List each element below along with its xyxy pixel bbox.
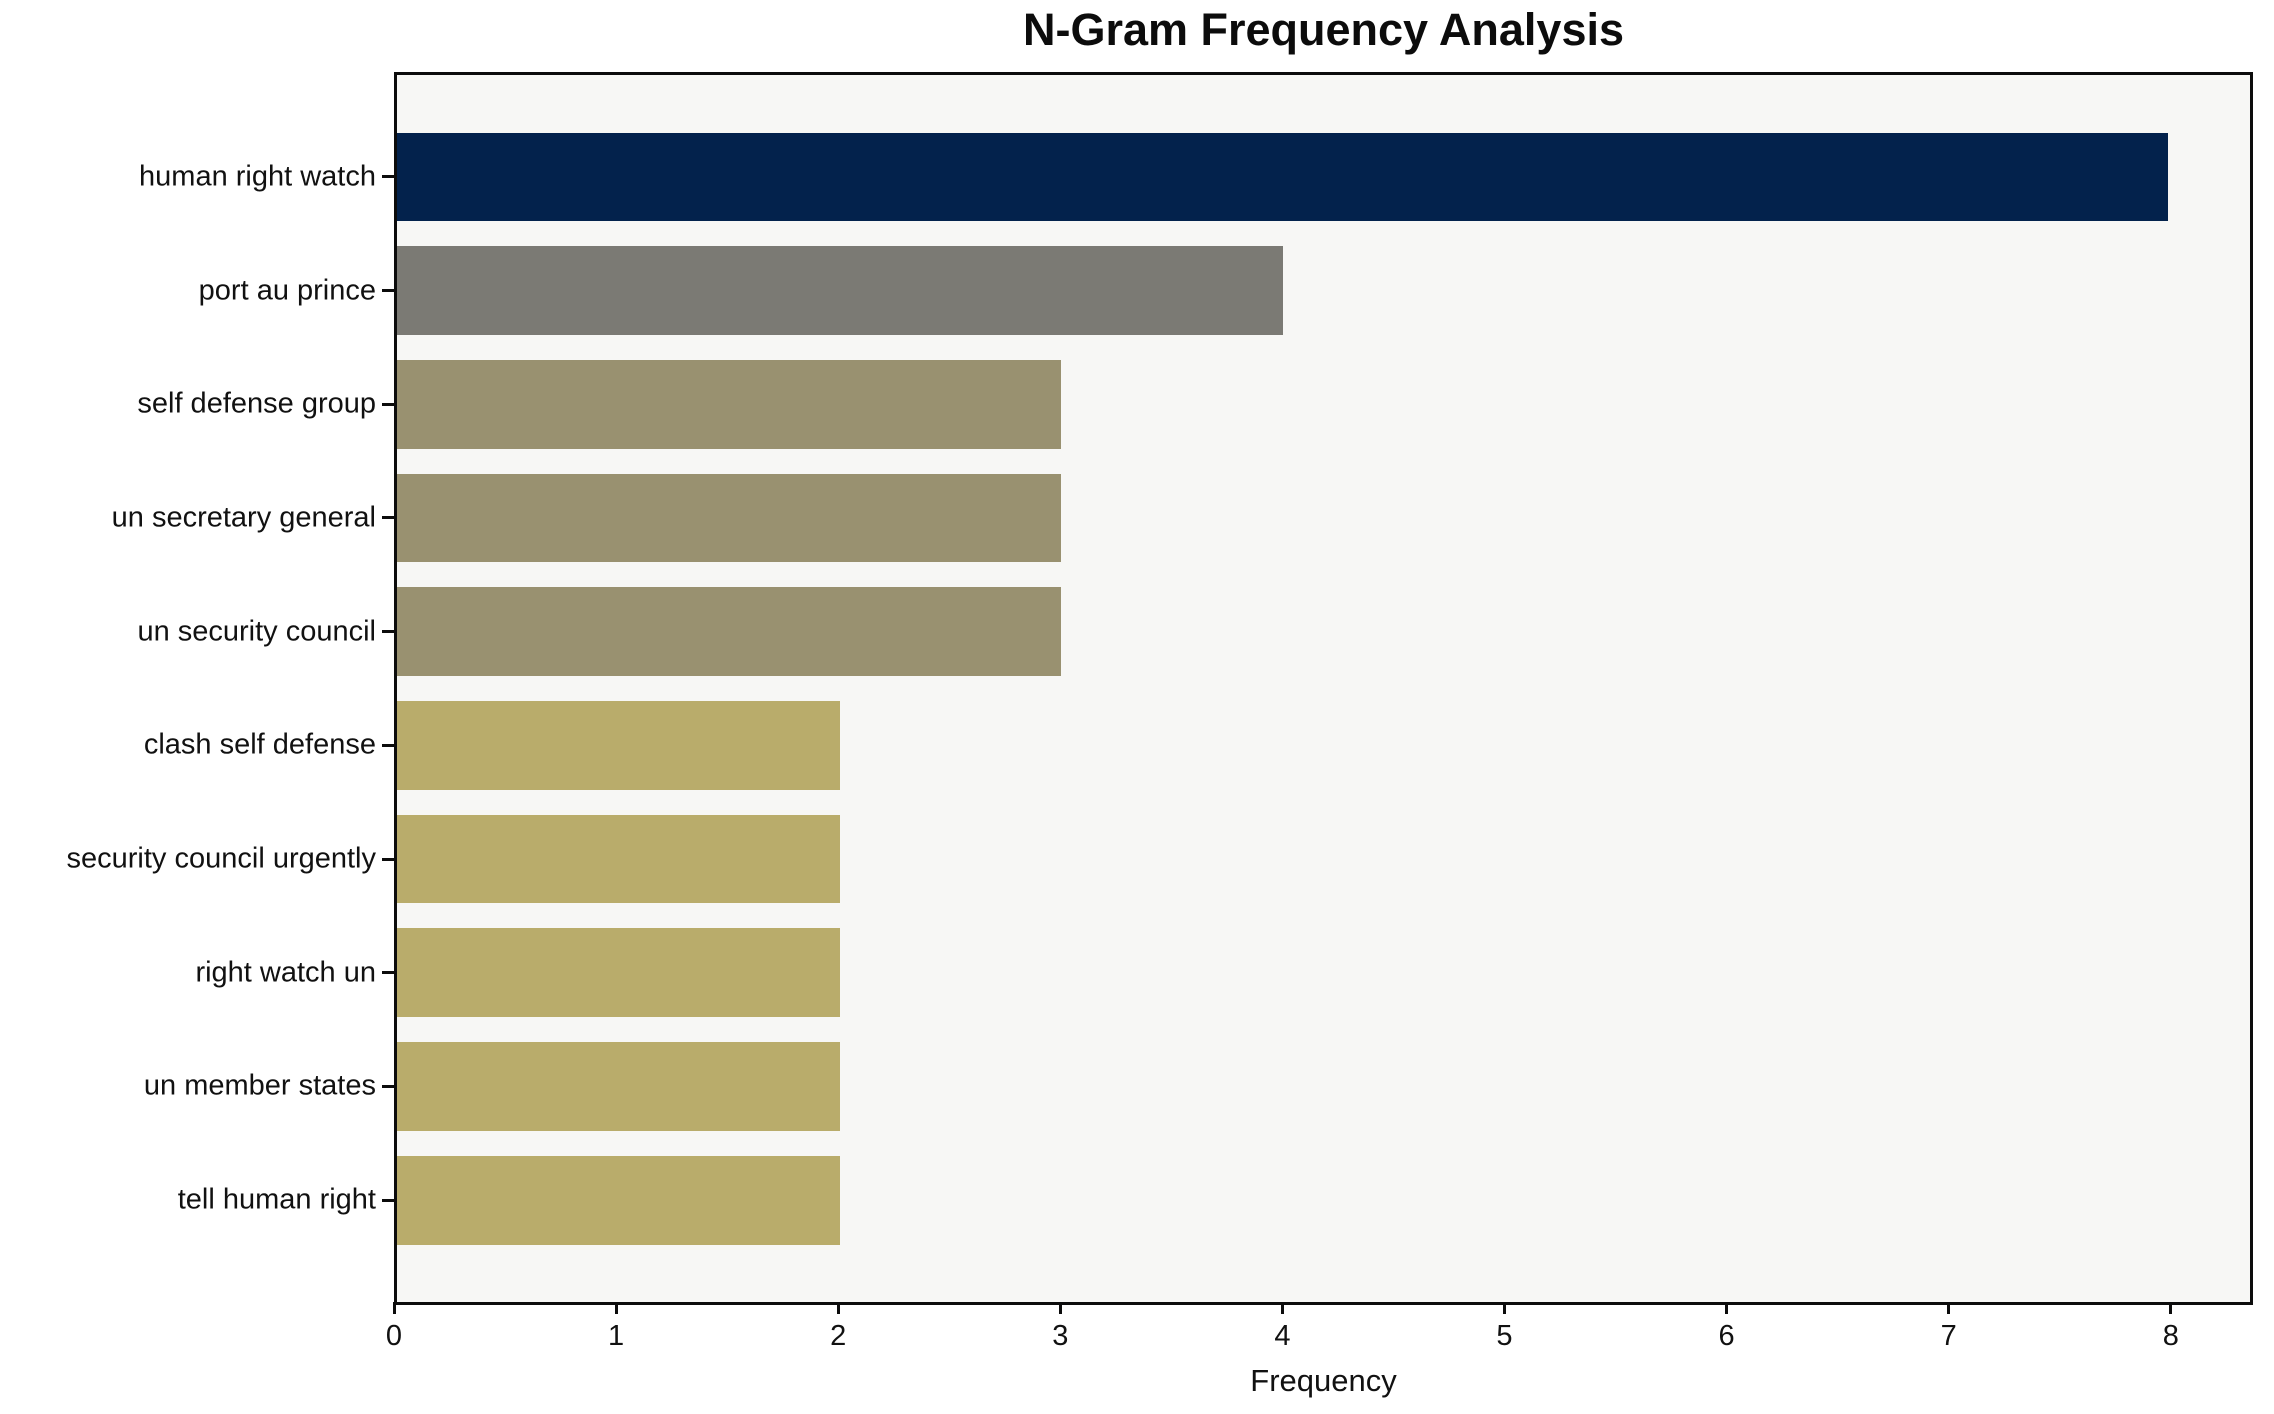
bar-row: un member states <box>144 1030 2250 1144</box>
x-tick-mark <box>614 1302 618 1314</box>
x-tick-mark <box>2169 1302 2173 1314</box>
bar <box>397 132 2169 222</box>
category-label: self defense group <box>137 387 376 420</box>
bar-row: right watch un <box>195 916 2250 1030</box>
y-tick-mark <box>382 1084 394 1088</box>
bar-row: self defense group <box>137 347 2250 461</box>
bar-row: un secretary general <box>112 461 2250 575</box>
x-tick-mark <box>1725 1302 1729 1314</box>
plot-area: human right watch port au prince self defe… <box>67 72 2253 1352</box>
bar-row: security council urgently <box>67 802 2250 916</box>
x-tick-mark <box>392 1302 396 1314</box>
bar <box>397 359 1062 449</box>
x-axis-label: Frequency <box>1250 1363 1397 1398</box>
category-label: un secretary general <box>111 501 376 534</box>
y-tick-mark <box>382 289 394 293</box>
bars-container: human right watch port au prince self defe… <box>67 75 2250 1302</box>
y-tick-mark <box>382 971 394 975</box>
category-label: security council urgently <box>66 842 376 875</box>
category-label: un security council <box>137 615 376 648</box>
category-label: human right watch <box>139 160 376 193</box>
x-tick-mark <box>1280 1302 1284 1314</box>
category-label: port au prince <box>198 274 376 307</box>
x-tick-label: 4 <box>1274 1320 1291 1352</box>
x-tick-mark <box>836 1302 840 1314</box>
x-tick-label: 0 <box>385 1320 403 1352</box>
y-tick-mark <box>382 402 394 406</box>
category-label: tell human right <box>177 1183 376 1216</box>
x-tick-label: 8 <box>2162 1320 2179 1352</box>
category-label: un member states <box>143 1069 376 1102</box>
y-tick-mark <box>382 630 394 634</box>
bar-row: un security council <box>137 575 2250 689</box>
bar-row: tell human right <box>178 1143 2250 1257</box>
x-tick-label: 2 <box>830 1320 847 1352</box>
x-tick-label: 7 <box>1940 1320 1957 1352</box>
bar <box>397 814 840 904</box>
y-tick-mark <box>382 175 394 179</box>
bar <box>397 473 1062 563</box>
bar <box>397 701 840 790</box>
x-tick-label: 6 <box>1718 1320 1735 1352</box>
chart-title: N-Gram Frequency Analysis <box>1022 4 1625 55</box>
bar <box>397 1042 840 1131</box>
category-label: clash self defense <box>143 728 376 761</box>
x-tick-mark <box>1947 1302 1951 1314</box>
y-tick-mark <box>382 516 394 520</box>
bar-row: clash self defense <box>144 689 2250 803</box>
bar <box>397 1155 840 1245</box>
x-tick-mark <box>1058 1302 1062 1314</box>
bar <box>397 587 1062 676</box>
x-tick-mark <box>1503 1302 1506 1314</box>
bar-row: human right watch <box>139 120 2250 234</box>
bar <box>397 928 840 1018</box>
x-tick-label: 1 <box>608 1320 625 1352</box>
y-tick-mark <box>382 743 394 747</box>
y-tick-mark <box>382 857 394 861</box>
category-label: right watch un <box>195 956 376 989</box>
x-tick-label: 5 <box>1496 1320 1513 1352</box>
bar-row: port au prince <box>199 234 2250 348</box>
bar <box>397 246 1283 335</box>
x-tick-label: 3 <box>1052 1320 1069 1352</box>
y-tick-mark <box>382 1198 394 1202</box>
